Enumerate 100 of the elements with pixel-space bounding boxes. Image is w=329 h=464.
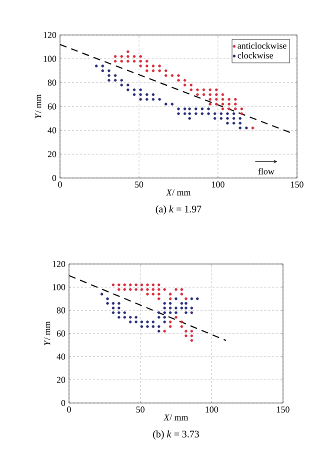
point — [139, 64, 142, 68]
point — [126, 60, 130, 63]
y-tick-label: 120 — [52, 260, 66, 268]
point — [134, 320, 138, 324]
point — [157, 316, 160, 319]
point — [152, 325, 155, 328]
point — [158, 64, 161, 68]
point — [190, 84, 193, 86]
point — [183, 112, 186, 116]
point — [157, 330, 160, 333]
point — [232, 112, 236, 116]
point — [196, 88, 199, 92]
point — [126, 55, 130, 58]
point — [128, 283, 132, 286]
point — [108, 69, 110, 72]
point — [184, 311, 188, 314]
x-tick-label: 150 — [277, 406, 290, 413]
point — [215, 102, 218, 106]
point — [238, 126, 242, 130]
point — [228, 98, 230, 101]
point — [238, 122, 242, 125]
point — [215, 98, 218, 101]
point — [163, 302, 166, 305]
point — [200, 112, 204, 116]
point — [174, 297, 178, 300]
point — [213, 117, 216, 120]
point — [177, 78, 180, 82]
point — [132, 88, 136, 92]
point — [126, 88, 130, 92]
point — [180, 320, 184, 324]
point — [146, 320, 149, 324]
point — [101, 69, 104, 72]
point — [123, 316, 126, 319]
point — [106, 297, 109, 300]
point — [170, 74, 174, 77]
point — [184, 302, 188, 305]
point — [168, 292, 172, 296]
point — [94, 64, 98, 68]
point — [108, 78, 110, 82]
point — [183, 107, 186, 110]
point — [139, 88, 142, 92]
y-tick-label: 0 — [61, 400, 66, 406]
point — [140, 320, 144, 324]
point — [184, 297, 188, 300]
point — [226, 112, 229, 116]
point — [146, 283, 149, 286]
point — [168, 325, 172, 328]
point — [126, 84, 130, 86]
point — [184, 306, 188, 310]
point — [146, 64, 148, 68]
y-tick-label: 80 — [56, 307, 66, 314]
point — [164, 69, 168, 72]
point — [152, 93, 155, 96]
point — [221, 93, 224, 96]
point — [232, 122, 236, 125]
point — [146, 325, 149, 328]
point — [168, 320, 172, 324]
point — [190, 88, 193, 92]
point — [226, 117, 229, 120]
point — [188, 112, 191, 116]
point — [251, 126, 254, 130]
point — [146, 292, 149, 296]
point — [190, 306, 194, 310]
point — [157, 292, 160, 296]
point — [123, 283, 126, 286]
point — [120, 55, 124, 58]
point — [190, 330, 194, 333]
point — [100, 292, 104, 296]
point — [139, 98, 142, 101]
point — [146, 98, 148, 101]
point — [177, 107, 180, 110]
point — [196, 297, 199, 300]
y-tick-label: 40 — [48, 127, 56, 134]
point — [158, 69, 161, 72]
point — [174, 311, 178, 314]
point — [240, 107, 244, 110]
point — [188, 117, 191, 120]
point — [112, 311, 115, 314]
point — [140, 283, 144, 286]
point — [118, 306, 120, 310]
point — [123, 311, 126, 314]
point — [202, 88, 206, 92]
point — [118, 302, 120, 305]
point — [101, 64, 104, 68]
point — [163, 320, 166, 324]
point — [234, 107, 237, 110]
point — [184, 330, 188, 333]
point — [177, 74, 180, 77]
point — [152, 98, 155, 101]
annotation: flow — [258, 168, 274, 174]
point — [177, 112, 180, 116]
point — [168, 306, 172, 310]
point — [157, 325, 160, 328]
point — [190, 334, 194, 338]
point — [140, 325, 144, 328]
point — [208, 93, 212, 96]
text: (b) k = 3.73 — [153, 430, 199, 440]
point — [194, 112, 198, 116]
point — [163, 330, 166, 333]
point — [174, 288, 178, 291]
